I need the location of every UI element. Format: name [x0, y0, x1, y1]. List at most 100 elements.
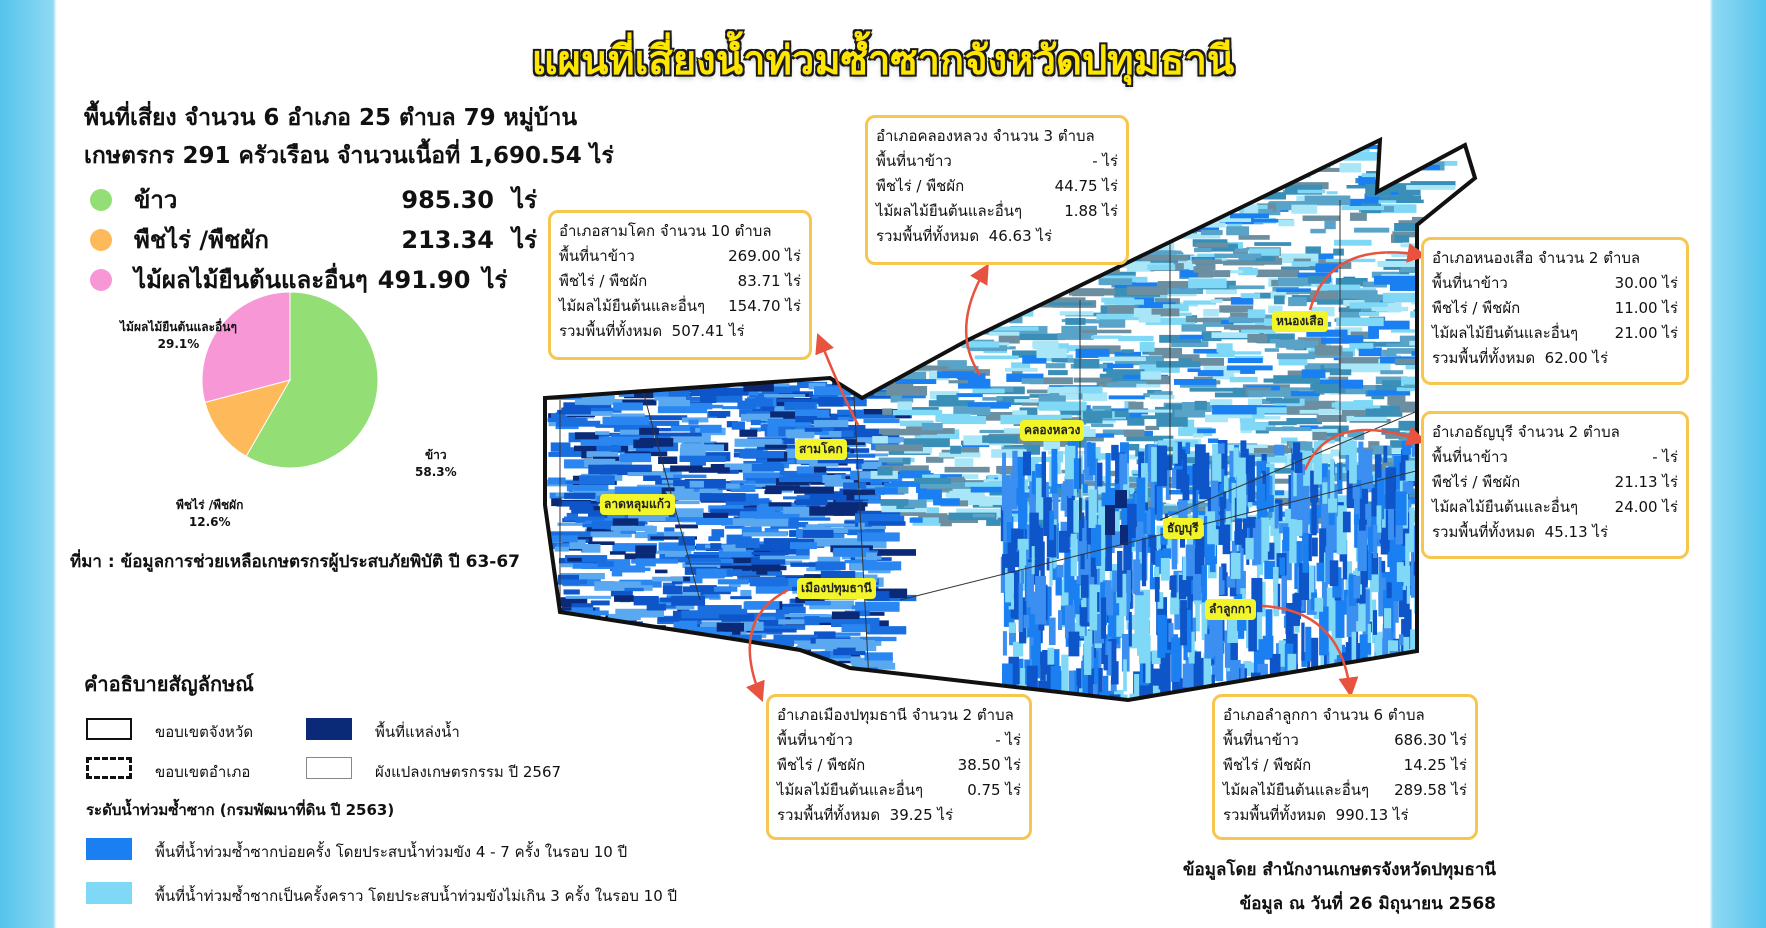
footer-data-by: ข้อมูลโดย สำนักงานเกษตรจังหวัดปทุมธานี	[1182, 860, 1496, 880]
legend-district-border: ขอบเขตอำเภอ	[155, 763, 251, 781]
callout-arrows	[746, 243, 1428, 702]
callout-row: พืชไร่ / พืชผัก 11.00 ไร่	[1432, 296, 1678, 321]
callout-header: อำเภอลำลูกกา จำนวน 6 ตำบล	[1223, 706, 1425, 724]
callout-row: พื้นที่นาข้าว - ไร่	[876, 149, 1118, 174]
legend-frequent: พื้นที่น้ำท่วมซ้ำซากบ่อยครั้ง โดยประสบน้…	[155, 843, 628, 861]
row-value: 0.75 ไร่	[967, 781, 1021, 799]
row-value: - ไร่	[995, 731, 1021, 749]
map-label-lamlukka: ลำลูกกา	[1205, 599, 1256, 620]
callout-row: ไม้ผลไม้ยืนต้นและอื่นๆ 154.70 ไร่	[559, 294, 801, 319]
callout-total: รวมพื้นที่ทั้งหมด 39.25 ไร่	[777, 806, 954, 824]
pie-label-rice: ข้าว 58.3%	[415, 448, 457, 479]
row-value: 38.50 ไร่	[957, 756, 1021, 774]
callout-row: ไม้ผลไม้ยืนต้นและอื่นๆ 0.75 ไร่	[777, 778, 1021, 803]
crop-name: ไม้ผลไม้ยืนต้นและอื่นๆ	[134, 266, 368, 294]
row-label: พื้นที่นาข้าว	[1223, 731, 1299, 749]
map-label-thanyaburi: ธัญบุรี	[1163, 518, 1203, 539]
arrow-thanyaburi	[1303, 426, 1428, 471]
occasional-flood-swatch	[86, 882, 132, 904]
crop-unit: ไร่	[512, 186, 537, 214]
map-label-latlumkaeo: ลาดหลุมแก้ว	[600, 494, 675, 515]
pie-slice	[201, 291, 291, 404]
frequent-flood-swatch	[86, 838, 132, 860]
row-value: 21.13 ไร่	[1614, 473, 1678, 491]
district-callout: อำเภอธัญบุรี จำนวน 2 ตำบล พื้นที่นาข้าว - …	[1421, 411, 1689, 559]
row-value: 686.30 ไร่	[1394, 731, 1467, 749]
row-value: 269.00 ไร่	[728, 247, 801, 265]
pie-slice	[245, 291, 379, 469]
callout-row: พืชไร่ / พืชผัก 83.71 ไร่	[559, 269, 801, 294]
crop-value: 985.30	[401, 185, 494, 214]
row-value: 83.71 ไร่	[737, 272, 801, 290]
callout-row: ไม้ผลไม้ยืนต้นและอื่นๆ 289.58 ไร่	[1223, 778, 1467, 803]
row-label: พืชไร่ / พืชผัก	[876, 177, 965, 195]
row-value: 44.75 ไร่	[1054, 177, 1118, 195]
row-label: ไม้ผลไม้ยืนต้นและอื่นๆ	[1432, 498, 1579, 516]
callout-header: อำเภอเมืองปทุมธานี จำนวน 2 ตำบล	[777, 706, 1014, 724]
water-body	[1105, 505, 1115, 535]
district-callout: อำเภอลำลูกกา จำนวน 6 ตำบลพื้นที่นาข้าว 68…	[1212, 694, 1478, 840]
district-callout: อำเภอคลองหลวง จำนวน 3 ตำบล พื้นที่นาข้าว -…	[865, 115, 1129, 265]
map-label-samkhok: สามโคก	[795, 439, 847, 460]
crop-field: พืชไร่ /พืชผัก 213.34 ไร่	[90, 220, 537, 259]
callout-row: พื้นที่นาข้าว 30.00 ไร่	[1432, 271, 1678, 296]
legend-farm-plots: ผังแปลงเกษตรกรรม ปี 2567	[375, 763, 562, 781]
row-value: - ไร่	[1092, 152, 1118, 170]
row-value: 11.00 ไร่	[1614, 299, 1678, 317]
row-label: พื้นที่นาข้าว	[876, 152, 952, 170]
row-label: พื้นที่นาข้าว	[777, 731, 853, 749]
rice-dot-icon	[90, 188, 112, 211]
district-border-swatch	[86, 757, 132, 779]
callout-total: รวมพื้นที่ทั้งหมด 990.13 ไร่	[1223, 806, 1409, 824]
callout-header: อำเภอธัญบุรี จำนวน 2 ตำบล	[1432, 423, 1620, 441]
callout-row: พื้นที่นาข้าว - ไร่	[777, 728, 1021, 753]
callout-row: พืชไร่ / พืชผัก 44.75 ไร่	[876, 174, 1118, 199]
row-label: พื้นที่นาข้าว	[1432, 448, 1508, 466]
arrow-mueang	[746, 588, 789, 702]
row-label: พืชไร่ / พืชผัก	[559, 272, 648, 290]
legend-occasional: พื้นที่น้ำท่วมซ้ำซากเป็นครั้งคราว โดยประ…	[155, 887, 678, 905]
row-value: 24.00 ไร่	[1614, 498, 1678, 516]
summary-line-2: เกษตรกร 291 ครัวเรือน จำนวนเนื้อที่ 1,69…	[84, 143, 614, 169]
farm-plot-swatch	[306, 757, 352, 779]
row-label: ไม้ผลไม้ยืนต้นและอื่นๆ	[559, 297, 706, 315]
callout-total: รวมพื้นที่ทั้งหมด 507.41 ไร่	[559, 322, 745, 340]
footer-date: ข้อมูล ณ วันที่ 26 มิถุนายน 2568	[1239, 894, 1496, 914]
callout-row: พืชไร่ / พืชผัก 14.25 ไร่	[1223, 753, 1467, 778]
province-border-swatch	[86, 718, 132, 740]
arrow-samkhok	[815, 333, 860, 426]
legend-title: คำอธิบายสัญลักษณ์	[84, 672, 254, 696]
callout-row: พื้นที่นาข้าว 269.00 ไร่	[559, 244, 801, 269]
legend-water: พื้นที่แหล่งน้ำ	[375, 723, 460, 741]
callout-total: รวมพื้นที่ทั้งหมด 45.13 ไร่	[1432, 523, 1609, 541]
callout-total: รวมพื้นที่ทั้งหมด 62.00 ไร่	[1432, 349, 1609, 367]
crop-rice: ข้าว 985.30 ไร่	[90, 180, 537, 219]
map-title: แผนที่เสี่ยงน้ำท่วมซ้ำซากจังหวัดปทุมธานี	[531, 38, 1235, 84]
district-callout: อำเภอสามโคก จำนวน 10 ตำบล พื้นที่นาข้าว 26…	[548, 210, 812, 360]
row-value: 154.70 ไร่	[728, 297, 801, 315]
row-value: 1.88 ไร่	[1064, 202, 1118, 220]
crop-value: 213.34	[401, 225, 494, 254]
map-label-nongsuea: หนองเสือ	[1272, 311, 1328, 332]
map-label-mueang: เมืองปทุมธานี	[797, 578, 876, 599]
water-body	[1120, 525, 1128, 545]
callout-row: พื้นที่นาข้าว 686.30 ไร่	[1223, 728, 1467, 753]
row-label: ไม้ผลไม้ยืนต้นและอื่นๆ	[1432, 324, 1579, 342]
callout-row: ไม้ผลไม้ยืนต้นและอื่นๆ 24.00 ไร่	[1432, 495, 1678, 520]
row-label: พืชไร่ / พืชผัก	[777, 756, 866, 774]
summary-line-1: พื้นที่เสี่ยง จำนวน 6 อำเภอ 25 ตำบล 79 ห…	[84, 105, 578, 131]
crop-name: ข้าว	[134, 186, 178, 214]
row-label: พื้นที่นาข้าว	[559, 247, 635, 265]
arrow-lamlukka	[1261, 604, 1359, 698]
row-label: ไม้ผลไม้ยืนต้นและอื่นๆ	[777, 781, 924, 799]
callout-total: รวมพื้นที่ทั้งหมด 46.63 ไร่	[876, 227, 1053, 245]
pie-label-fruit: ไม้ผลไม้ยืนต้นและอื่นๆ 29.1%	[120, 320, 237, 351]
row-value: 14.25 ไร่	[1403, 756, 1467, 774]
crop-unit: ไร่	[482, 266, 508, 294]
crop-name: พืชไร่ /พืชผัก	[134, 226, 269, 254]
crop-pie-chart	[201, 291, 379, 469]
water-body	[1115, 490, 1127, 508]
arrow-nongsuea	[1308, 243, 1428, 311]
callout-row: พืชไร่ / พืชผัก 21.13 ไร่	[1432, 470, 1678, 495]
callout-row: ไม้ผลไม้ยืนต้นและอื่นๆ 1.88 ไร่	[876, 199, 1118, 224]
